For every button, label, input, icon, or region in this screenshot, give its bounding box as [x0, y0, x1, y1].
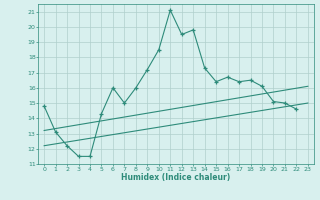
X-axis label: Humidex (Indice chaleur): Humidex (Indice chaleur) [121, 173, 231, 182]
